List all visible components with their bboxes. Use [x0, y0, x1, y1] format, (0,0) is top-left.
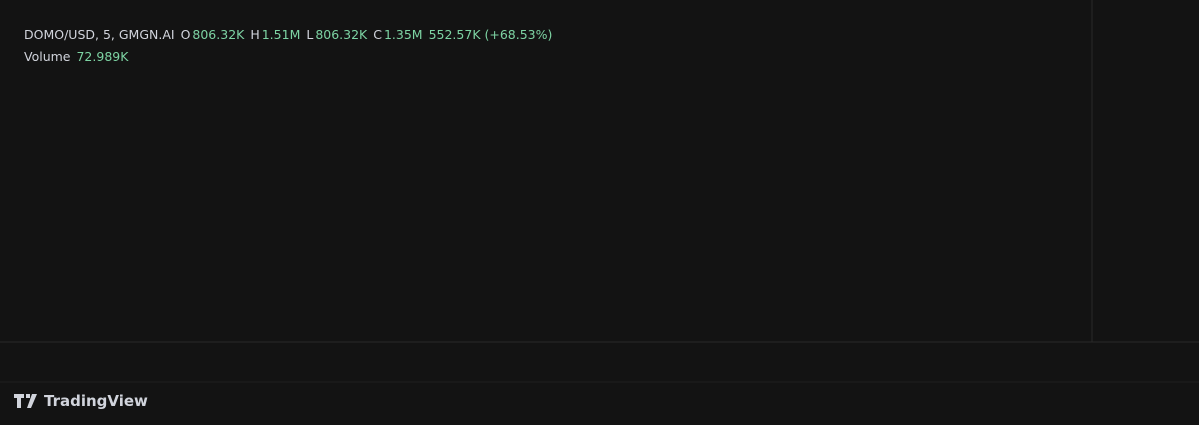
- price-legend: DOMO/USD, 5, GMGN.AI O 806.32K H 1.51M L 80…: [24, 24, 554, 46]
- branding: TradingView: [14, 392, 148, 410]
- high-label: H: [250, 27, 260, 42]
- volume-label: Volume: [24, 49, 71, 64]
- symbol: DOMO/USD, 5, GMGN.AI: [24, 27, 175, 42]
- low-value: 806.32K: [315, 27, 368, 42]
- logo: [14, 394, 37, 408]
- high-value: 1.51M: [261, 27, 301, 42]
- legend: DOMO/USD, 5, GMGN.AI O 806.32K H 1.51M L 80…: [24, 24, 554, 68]
- volume-legend: Volume 72.989K: [24, 46, 554, 68]
- open-label: O: [180, 27, 191, 42]
- close-label: C: [373, 27, 382, 42]
- volume-value: 72.989K: [76, 49, 129, 64]
- open-value: 806.32K: [192, 27, 245, 42]
- brand-name: TradingView: [44, 392, 148, 410]
- low-label: L: [306, 27, 314, 42]
- change: 552.57K (+68.53%): [428, 27, 553, 42]
- close-value: 1.35M: [383, 27, 423, 42]
